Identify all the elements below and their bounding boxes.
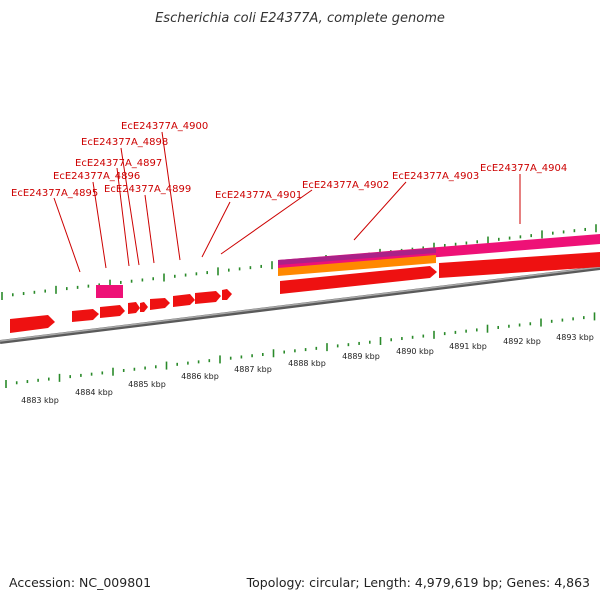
gene-arrow[interactable] xyxy=(150,298,170,310)
gene-label[interactable]: EcE24377A_4899 xyxy=(104,184,191,195)
gene-label[interactable]: EcE24377A_4900 xyxy=(121,121,208,132)
gene-arrow[interactable] xyxy=(222,289,232,300)
ruler-label: 4888 kbp xyxy=(288,359,326,368)
ruler-label: 4893 kbp xyxy=(556,333,594,342)
leader-line xyxy=(144,194,155,264)
gene-arrow[interactable] xyxy=(195,291,221,304)
gene-arrow[interactable] xyxy=(128,302,140,314)
orange-feature[interactable] xyxy=(278,255,436,276)
gene-label[interactable]: EcE24377A_4898 xyxy=(81,137,168,148)
rna-feature[interactable] xyxy=(96,285,123,298)
leader-line xyxy=(161,131,181,261)
genome-backbone xyxy=(0,266,600,344)
genome-title: Escherichia coli E24377A, complete genom… xyxy=(155,11,445,26)
gene-label[interactable]: EcE24377A_4904 xyxy=(480,163,567,174)
accession-label: Accession: NC_009801 xyxy=(9,575,151,590)
gene-label[interactable]: EcE24377A_4896 xyxy=(53,171,140,182)
ruler-label: 4889 kbp xyxy=(342,352,380,361)
ruler-label: 4884 kbp xyxy=(75,388,113,397)
ruler-label: 4885 kbp xyxy=(128,380,166,389)
leader-line xyxy=(116,167,130,267)
leader-line xyxy=(92,181,107,269)
ruler-label: 4886 kbp xyxy=(181,372,219,381)
ruler-label: 4887 kbp xyxy=(234,365,272,374)
ruler-label: 4891 kbp xyxy=(449,342,487,351)
ruler-label: 4890 kbp xyxy=(396,347,434,356)
ruler-label-layer: 4883 kbp 4884 kbp 4885 kbp 4886 kbp 4887… xyxy=(21,333,594,405)
gene-label[interactable]: EcE24377A_4903 xyxy=(392,171,479,182)
gene-label[interactable]: EcE24377A_4895 xyxy=(11,188,98,199)
ruler-tick-track xyxy=(5,312,596,388)
rna-feature-band[interactable] xyxy=(278,234,600,270)
ruler-label: 4883 kbp xyxy=(21,396,59,405)
gene-arrow[interactable] xyxy=(10,315,55,333)
gene-arrow[interactable] xyxy=(280,266,437,294)
leader-line xyxy=(201,201,231,258)
genome-summary: Topology: circular; Length: 4,979,619 bp… xyxy=(246,575,590,590)
gene-arrow[interactable] xyxy=(72,309,99,322)
feature-track-upper xyxy=(96,234,600,298)
gene-label[interactable]: EcE24377A_4897 xyxy=(75,158,162,169)
gene-arrow[interactable] xyxy=(140,302,148,312)
ruler-label: 4892 kbp xyxy=(503,337,541,346)
gene-label-layer: EcE24377A_4895 EcE24377A_4896 EcE24377A_… xyxy=(11,121,567,273)
genome-backbone-highlight xyxy=(0,266,600,342)
leader-line xyxy=(120,147,140,266)
leader-line xyxy=(353,181,407,241)
leader-line xyxy=(220,189,313,255)
gene-label[interactable]: EcE24377A_4902 xyxy=(302,180,389,191)
rna-feature-band-dark xyxy=(278,248,436,265)
feature-track-lower xyxy=(10,289,232,333)
gene-arrow[interactable] xyxy=(439,252,600,278)
gene-label[interactable]: EcE24377A_4901 xyxy=(215,190,302,201)
gene-arrow[interactable] xyxy=(100,305,125,318)
gene-arrow[interactable] xyxy=(173,294,195,307)
leader-line xyxy=(53,197,81,273)
